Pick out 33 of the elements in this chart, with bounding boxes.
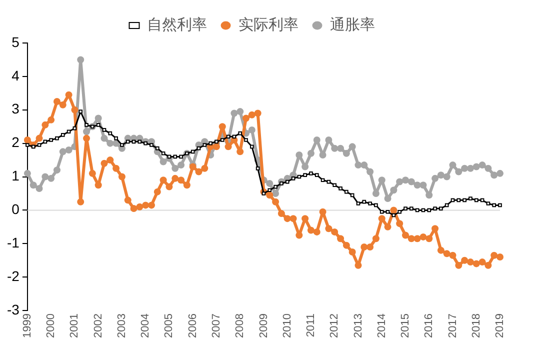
x-tick-label: 2016: [423, 314, 436, 338]
x-tick-label: 2008: [234, 314, 246, 338]
y-tick-label: 2: [12, 134, 20, 150]
x-tick-label: 2014: [376, 314, 388, 338]
x-tick-label: 2001: [68, 314, 81, 338]
y-tick-label: -1: [6, 234, 20, 251]
x-tick-label: 2005: [163, 314, 176, 338]
x-tick-label: 1999: [21, 314, 34, 338]
y-tick-label: -3: [6, 301, 20, 318]
y-tick-label: 5: [12, 34, 20, 50]
legend-label: 实际利率: [238, 15, 298, 34]
x-tick-label: 2003: [116, 314, 128, 338]
x-tick-label: 2017: [446, 314, 459, 338]
x-tick-label: 2010: [281, 314, 294, 338]
y-tick-label: 4: [12, 67, 20, 84]
y-tick-label: -2: [6, 268, 20, 284]
x-tick-label: 2011: [305, 314, 318, 338]
x-tick-label: 2018: [470, 314, 482, 338]
x-tick-label: 2015: [400, 314, 412, 338]
x-tick-label: 2000: [45, 314, 58, 338]
x-tick-label: 2013: [352, 314, 364, 338]
x-tick-label: 2002: [92, 314, 104, 338]
legend-label: 通胀率: [330, 15, 375, 34]
y-tick-label: 0: [12, 201, 20, 218]
y-tick-label: 3: [12, 100, 20, 117]
x-tick-label: 2009: [258, 314, 270, 338]
x-tick-label: 2004: [140, 314, 152, 338]
x-tick-label: 2007: [210, 314, 222, 338]
x-tick-label: 2006: [186, 314, 199, 338]
legend-label: 自然利率: [146, 15, 207, 34]
x-tick-label: 2012: [328, 314, 341, 338]
x-tick-label: 2019: [494, 314, 506, 338]
y-tick-label: 1: [12, 168, 20, 184]
